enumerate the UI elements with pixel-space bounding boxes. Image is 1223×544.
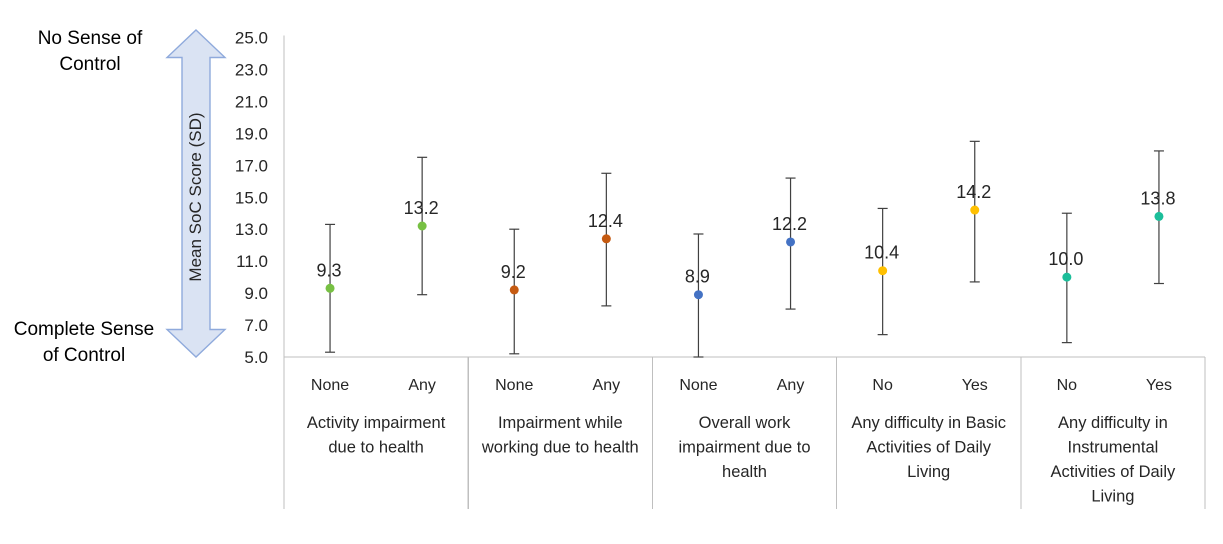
group-label: due to health	[328, 439, 423, 457]
category-label: Any	[777, 377, 805, 394]
group-label: Activities of Daily	[1051, 463, 1176, 481]
y-tick-label: 21.0	[235, 92, 268, 111]
y-tick-label: 15.0	[235, 188, 268, 207]
group-label: Instrumental	[1068, 439, 1159, 457]
axis-direction-arrow	[165, 29, 227, 358]
value-label: 10.0	[1048, 249, 1083, 269]
data-point	[693, 290, 703, 300]
y-tick-label: 19.0	[235, 124, 268, 143]
data-point	[417, 221, 427, 231]
group-label: Living	[907, 463, 950, 481]
y-tick-label: 17.0	[235, 156, 268, 175]
category-label: None	[679, 377, 717, 394]
group-label: impairment due to	[678, 439, 810, 457]
category-label: Yes	[962, 377, 988, 394]
data-point	[1062, 272, 1072, 282]
value-label: 13.2	[404, 198, 439, 218]
annotation-line: No Sense of	[37, 28, 143, 49]
annotation-line: Control	[59, 54, 121, 75]
value-label: 9.2	[501, 262, 526, 282]
y-tick-label: 9.0	[244, 284, 268, 303]
group-label: Overall work	[699, 414, 791, 432]
group-label: Any difficulty in Basic	[851, 414, 1006, 432]
y-tick-label: 5.0	[244, 348, 268, 367]
group-label: Activity impairment	[307, 414, 446, 432]
category-label: Yes	[1146, 377, 1172, 394]
annotation-complete-sense-of-control: Complete Sense of Control	[0, 317, 168, 369]
data-point	[970, 205, 980, 215]
y-tick-label: 7.0	[244, 316, 268, 335]
value-label: 12.4	[588, 211, 623, 231]
value-label: 10.4	[864, 243, 899, 263]
y-tick-label: 25.0	[235, 29, 268, 48]
group-label: health	[722, 463, 767, 481]
annotation-no-sense-of-control: No Sense of Control	[6, 26, 174, 78]
y-tick-label: 11.0	[236, 252, 268, 271]
category-label: None	[311, 377, 349, 394]
data-point	[325, 283, 335, 293]
group-label: Impairment while	[498, 414, 623, 432]
data-point	[509, 285, 519, 295]
y-tick-label: 23.0	[235, 60, 268, 79]
group-label: working due to health	[481, 439, 639, 457]
value-label: 9.3	[317, 260, 342, 280]
category-label: None	[495, 377, 533, 394]
value-label: 8.9	[685, 267, 710, 287]
category-label: No	[872, 377, 893, 394]
y-axis-title: Mean SoC Score (SD)	[186, 112, 205, 281]
category-label: No	[1057, 377, 1078, 394]
category-label: Any	[593, 377, 621, 394]
group-label: Any difficulty in	[1058, 414, 1168, 432]
data-point	[601, 234, 611, 244]
annotation-line: Complete Sense	[13, 319, 155, 340]
group-label: Activities of Daily	[866, 439, 991, 457]
annotation-line: of Control	[42, 345, 126, 366]
data-point	[1154, 211, 1164, 221]
value-label: 13.8	[1140, 188, 1175, 208]
y-tick-label: 13.0	[235, 220, 268, 239]
value-label: 14.2	[956, 182, 991, 202]
value-label: 12.2	[772, 214, 807, 234]
data-point	[878, 266, 888, 276]
data-point	[786, 237, 796, 247]
category-label: Any	[408, 377, 436, 394]
group-label: Living	[1091, 488, 1134, 506]
